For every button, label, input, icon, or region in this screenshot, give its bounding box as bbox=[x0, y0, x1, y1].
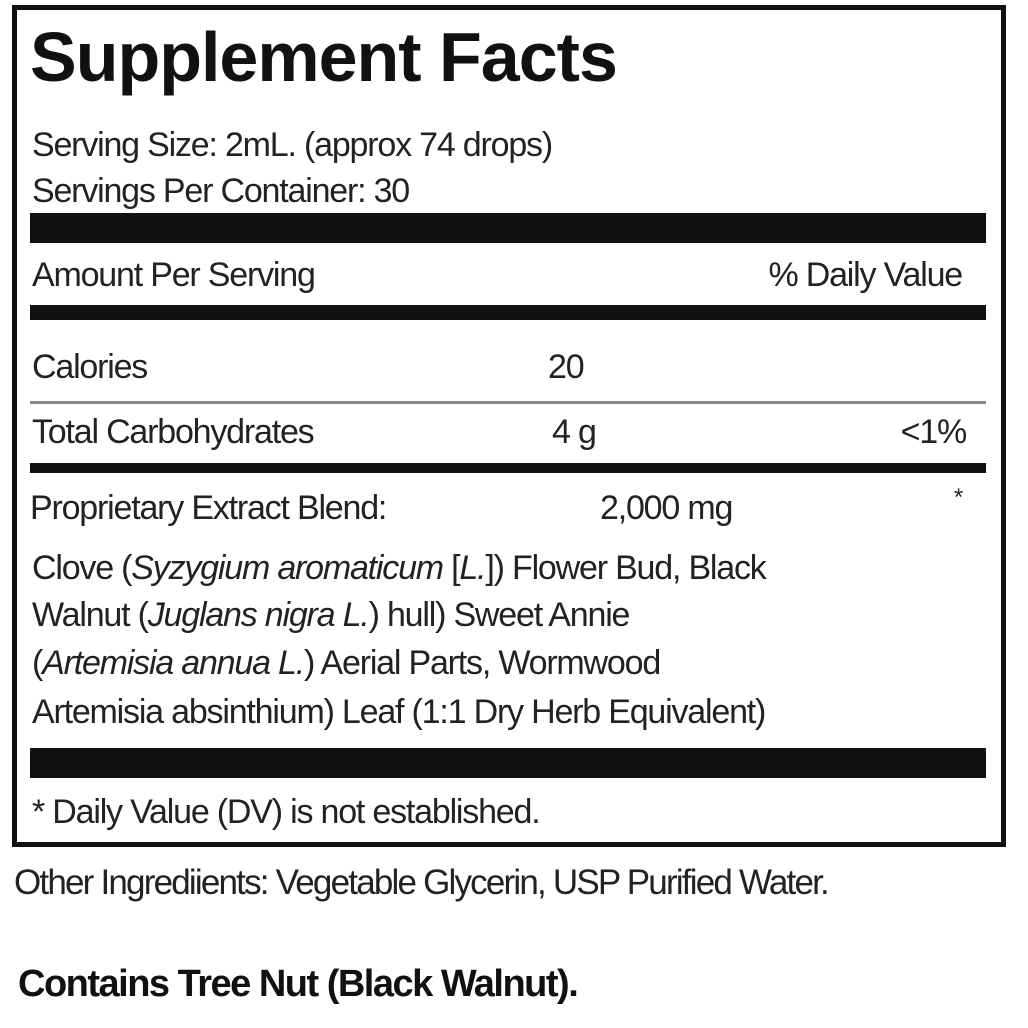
footnote: * Daily Value (DV) is not established. bbox=[32, 793, 541, 831]
carbs-dv: <1% bbox=[900, 413, 968, 451]
thick-divider-bottom bbox=[30, 748, 986, 778]
panel-title: Supplement Facts bbox=[30, 18, 618, 96]
calories-label: Calories bbox=[32, 348, 148, 386]
ingredients-line-3: (Artemisia annua L.) Aerial Parts, Wormw… bbox=[32, 644, 661, 682]
ingredients-line-1: Clove (Syzygium aromaticum [L.]) Flower … bbox=[32, 549, 767, 587]
allergen-statement: Contains Tree Nut (Black Walnut). bbox=[18, 963, 579, 1005]
thin-divider bbox=[30, 401, 986, 404]
medium-divider bbox=[30, 305, 986, 320]
blend-label: Proprietary Extract Blend: bbox=[30, 489, 387, 527]
ingredients-line-4: Artemisia absinthium) Leaf (1:1 Dry Herb… bbox=[32, 693, 766, 731]
thick-divider bbox=[30, 213, 986, 243]
carbs-amount: 4 g bbox=[552, 413, 597, 451]
blend-dv: * bbox=[953, 484, 963, 511]
blend-amount: 2,000 mg bbox=[600, 489, 733, 527]
amount-per-serving-label: Amount Per Serving bbox=[32, 256, 316, 294]
servings-per-container: Servings Per Container: 30 bbox=[32, 172, 410, 210]
supplement-facts-panel bbox=[12, 5, 1006, 847]
divider bbox=[30, 463, 986, 473]
serving-size: Serving Size: 2mL. (approx 74 drops) bbox=[32, 126, 553, 164]
daily-value-label: % Daily Value bbox=[768, 256, 963, 294]
carbs-label: Total Carbohydrates bbox=[32, 413, 315, 451]
other-ingredients: Other Ingrediients: Vegetable Glycerin, … bbox=[14, 863, 830, 902]
ingredients-line-2: Walnut (Juglans nigra L.) hull) Sweet An… bbox=[32, 596, 630, 634]
calories-amount: 20 bbox=[548, 348, 585, 386]
